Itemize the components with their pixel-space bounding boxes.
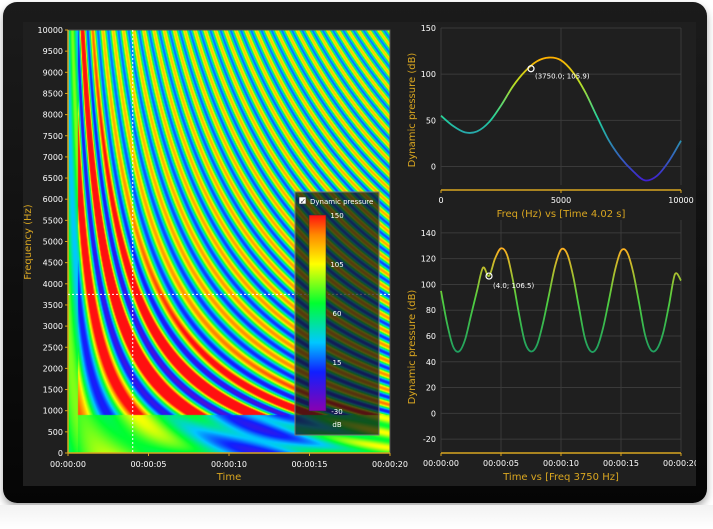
frequency-marker-label: (3750.0; 105.9) <box>535 73 590 81</box>
x-tick-label: 00:00:20 <box>372 460 408 469</box>
y-tick-label: 3500 <box>43 301 63 310</box>
y-tick-label: 100 <box>421 70 436 79</box>
y-tick-label: 7000 <box>43 153 63 162</box>
y-tick-label: 0 <box>431 409 436 418</box>
frequency-chart-y-label: Dynamic pressure (dB) <box>407 53 418 168</box>
legend-color-bar <box>308 214 327 412</box>
legend-check-icon: ✓ <box>300 198 306 206</box>
legend-tick-label: 60 <box>333 310 342 318</box>
time-data-marker[interactable] <box>485 272 493 280</box>
y-tick-label: 60 <box>426 332 436 341</box>
y-tick-label: 7500 <box>43 132 63 141</box>
y-tick-label: 6500 <box>43 174 63 183</box>
y-tick-label: 20 <box>426 384 436 393</box>
y-tick-label: 5000 <box>43 238 63 247</box>
y-tick-label: 1500 <box>43 386 63 395</box>
y-tick-label: 9000 <box>43 68 63 77</box>
y-tick-label: 9500 <box>43 47 63 56</box>
legend-tick-label: 105 <box>330 261 343 269</box>
frequency-chart-x-label: Freq (Hz) vs [Time 4.02 s] <box>497 209 626 220</box>
x-tick-label: 10000 <box>668 196 693 205</box>
app-screen: 0 500 1000 1500 2000 2500 3000 3500 4000 4500 5000… <box>23 22 696 486</box>
time-chart-y-label: Dynamic pressure (dB) <box>407 290 418 405</box>
x-tick-label: 00:00:05 <box>131 460 167 469</box>
y-tick-label: -20 <box>423 435 436 444</box>
y-tick-label: 80 <box>426 306 436 315</box>
y-tick-label: 50 <box>426 116 436 125</box>
legend-title[interactable]: Dynamic pressure <box>310 198 373 206</box>
x-tick-label: 00:00:10 <box>543 459 579 468</box>
floor-reflection <box>0 505 713 529</box>
y-tick-label: 100 <box>421 280 436 289</box>
y-tick-label: 2000 <box>43 364 63 373</box>
y-tick-label: 6000 <box>43 195 63 204</box>
y-tick-label: 500 <box>48 428 63 437</box>
time-marker-label: (4.0; 106.5) <box>493 282 534 290</box>
y-tick-label: 1000 <box>43 407 63 416</box>
y-tick-label: 150 <box>421 24 436 33</box>
y-tick-label: 4000 <box>43 280 63 289</box>
device-frame: 0 500 1000 1500 2000 2500 3000 3500 4000 4500 5000… <box>3 2 707 503</box>
frequency-data-marker[interactable] <box>527 65 535 73</box>
y-tick-label: 4500 <box>43 259 63 268</box>
spectrogram-chart: 0 500 1000 1500 2000 2500 3000 3500 4000 4500 5000… <box>23 26 408 483</box>
y-tick-label: 10000 <box>38 26 63 35</box>
y-tick-label: 0 <box>431 163 436 172</box>
y-tick-label: 3000 <box>43 322 63 331</box>
x-tick-label: 00:00:20 <box>663 459 696 468</box>
x-tick-label: 00:00:15 <box>292 460 328 469</box>
y-tick-label: 8000 <box>43 111 63 120</box>
x-tick-label: 0 <box>438 196 443 205</box>
y-tick-label: 8500 <box>43 89 63 98</box>
frequency-slice-chart: 0 50 100 150 0 5000 10000 (3750.0; 105.9) Freq… <box>407 24 694 220</box>
x-tick-label: 00:00:00 <box>50 460 86 469</box>
frequency-series-line[interactable] <box>440 56 682 182</box>
y-tick-label: 120 <box>421 255 436 264</box>
legend-unit: dB <box>332 421 341 429</box>
y-tick-label: 5500 <box>43 216 63 225</box>
y-tick-label: 2500 <box>43 343 63 352</box>
time-chart-x-label: Time vs [Freq 3750 Hz] <box>502 472 619 483</box>
legend-tick-label: 150 <box>330 212 343 220</box>
charts-canvas: 0500100015002000250030003500400045005000… <box>23 24 696 483</box>
x-tick-label: 5000 <box>551 196 571 205</box>
x-tick-label: 00:00:15 <box>603 459 639 468</box>
legend-tick-label: -30 <box>331 408 342 416</box>
colormap-legend: ✓ Dynamic pressure 150 105 60 15 -30 dB <box>294 191 380 436</box>
x-tick-label: 00:00:10 <box>211 460 247 469</box>
legend-checkbox[interactable] <box>298 196 307 205</box>
y-tick-label: 0 <box>58 449 63 458</box>
y-tick-label: 40 <box>426 358 436 367</box>
y-tick-label: 140 <box>421 229 436 238</box>
time-slice-chart: -20 0 20 40 60 80 100 120 140 00:00:00 00:00:05 00:… <box>407 220 696 483</box>
time-series-line[interactable] <box>440 247 682 353</box>
x-tick-label: 00:00:00 <box>423 459 459 468</box>
legend-tick-label: 15 <box>333 359 342 367</box>
spectrogram-y-label: Frequency (Hz) <box>23 204 34 280</box>
spectrogram-x-label: Time <box>216 472 241 483</box>
x-tick-label: 00:00:05 <box>483 459 519 468</box>
